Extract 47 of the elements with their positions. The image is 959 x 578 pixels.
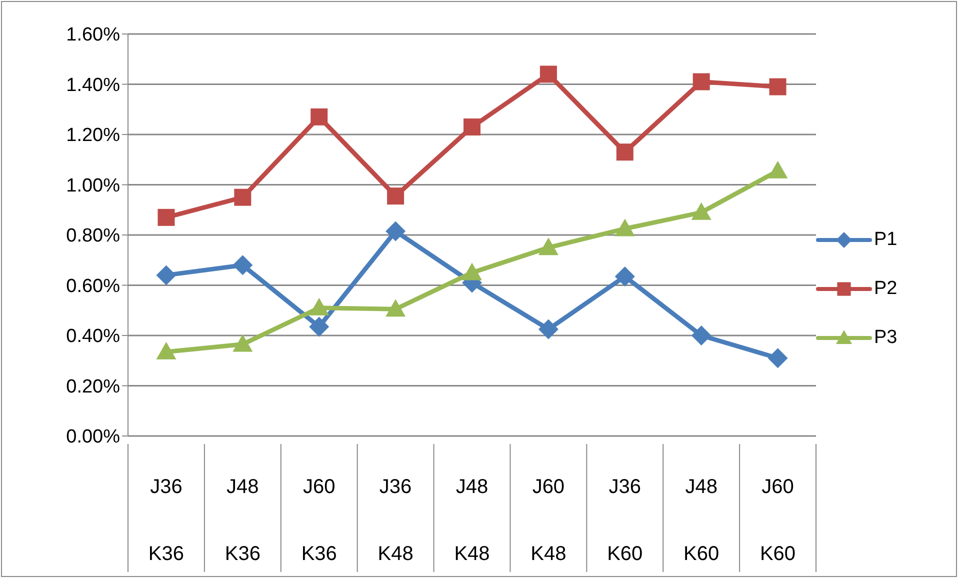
y-tick-label: 0.60% xyxy=(66,276,120,297)
point xyxy=(616,144,634,161)
point xyxy=(768,348,788,368)
category-label: J60 K36 xyxy=(301,476,337,565)
point xyxy=(691,326,712,346)
category-label: J48 K60 xyxy=(684,476,720,565)
point xyxy=(386,221,406,242)
y-tick-label: 0.80% xyxy=(66,226,120,247)
point xyxy=(462,262,482,280)
point xyxy=(310,108,328,126)
category-label: J36 K36 xyxy=(148,476,184,565)
point xyxy=(769,78,786,96)
y-tick-label: 1.00% xyxy=(66,175,120,196)
point xyxy=(309,316,330,337)
category-label: J36 K48 xyxy=(378,476,414,565)
point xyxy=(538,238,558,256)
legend-label: P1 xyxy=(874,229,898,251)
y-tick-label: 0.40% xyxy=(66,326,120,348)
category-label: J60 K48 xyxy=(530,476,566,565)
point xyxy=(768,160,788,178)
point xyxy=(691,202,712,220)
point xyxy=(158,208,175,226)
point xyxy=(232,334,253,352)
point xyxy=(232,255,253,276)
y-tick-label: 0.20% xyxy=(66,376,120,398)
point xyxy=(464,118,480,136)
point xyxy=(387,188,404,205)
y-tick-label: 1.60% xyxy=(66,24,120,46)
category-label: J48 K48 xyxy=(454,476,490,565)
point xyxy=(156,342,176,360)
category-label: J60 K60 xyxy=(760,476,796,565)
point xyxy=(386,299,406,317)
y-tick-label: 1.40% xyxy=(66,74,120,96)
point xyxy=(156,265,176,286)
y-tick-label: 1.20% xyxy=(66,125,120,146)
point xyxy=(540,66,557,83)
point xyxy=(234,188,252,206)
point xyxy=(538,319,558,340)
point xyxy=(309,298,330,316)
point xyxy=(614,218,635,236)
point xyxy=(614,266,635,286)
point xyxy=(692,73,710,90)
legend-label: P3 xyxy=(874,327,898,349)
legend-label: P2 xyxy=(874,278,898,300)
y-tick-label: 0.00% xyxy=(66,426,120,448)
category-label: J36 K60 xyxy=(607,476,643,565)
category-label: J48 K36 xyxy=(224,476,260,565)
